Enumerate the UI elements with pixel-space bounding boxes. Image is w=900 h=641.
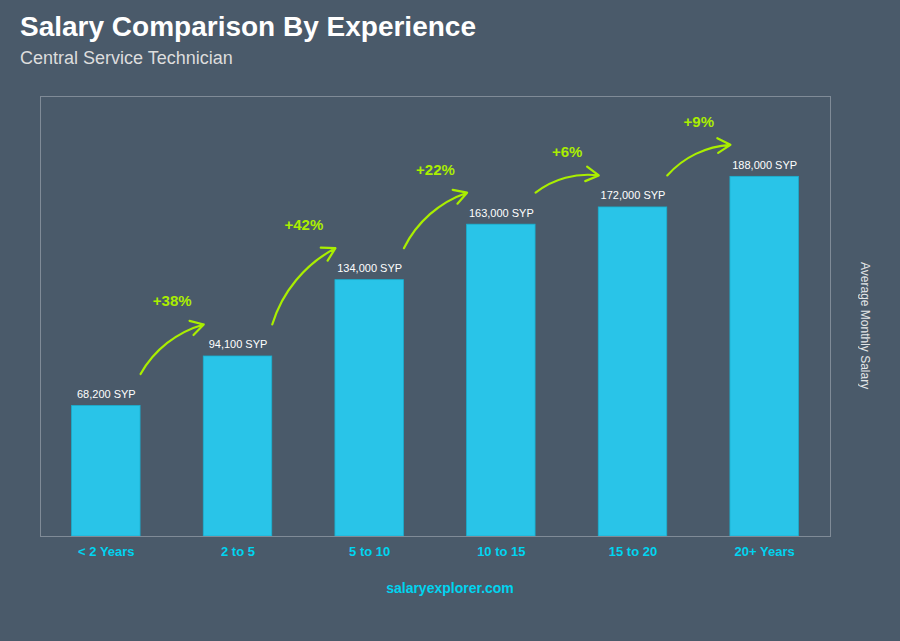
- html-text:Average Monthly Salary: Average Monthly Salary: [858, 262, 872, 390]
- svg-text:+22%: +22%: [416, 161, 455, 178]
- html-text:Central Service Technician: Central Service Technician: [20, 48, 233, 68]
- svg-text:2 to 5: 2 to 5: [221, 544, 255, 559]
- svg-text:15 to 20: 15 to 20: [609, 544, 657, 559]
- html-text:salaryexplorer.com: salaryexplorer.com: [386, 580, 514, 596]
- svg-text:< 2 Years: < 2 Years: [78, 544, 135, 559]
- svg-text:172,000 SYP: 172,000 SYP: [601, 189, 666, 201]
- svg-text:20+ Years: 20+ Years: [735, 544, 795, 559]
- svg-text:+6%: +6%: [552, 143, 582, 160]
- svg-text:134,000 SYP: 134,000 SYP: [337, 262, 402, 274]
- svg-text:94,100 SYP: 94,100 SYP: [209, 338, 268, 350]
- svg-text:5 to 10: 5 to 10: [349, 544, 390, 559]
- svg-text:163,000 SYP: 163,000 SYP: [469, 207, 534, 219]
- svg-text:+42%: +42%: [284, 216, 323, 233]
- svg-text:+38%: +38%: [153, 292, 192, 309]
- svg-text:188,000 SYP: 188,000 SYP: [732, 159, 797, 171]
- html-text:Salary Comparison By Experienc: Salary Comparison By Experience: [20, 11, 476, 42]
- svg-text:68,200 SYP: 68,200 SYP: [77, 388, 136, 400]
- svg-text:+9%: +9%: [684, 113, 714, 130]
- svg-text:10 to 15: 10 to 15: [477, 544, 525, 559]
